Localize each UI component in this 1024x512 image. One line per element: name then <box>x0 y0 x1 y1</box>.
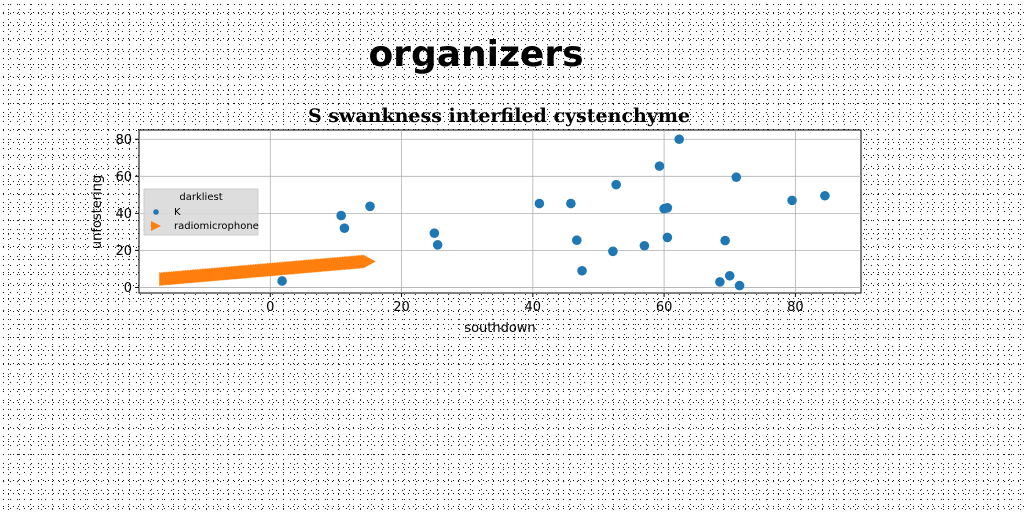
k-point <box>277 276 287 286</box>
y-tick-label: 40 <box>115 207 132 222</box>
page-title: organizers <box>368 34 584 75</box>
x-tick-label: 80 <box>787 300 804 315</box>
k-point <box>674 134 684 145</box>
legend-marker-radiomicrophone <box>151 221 161 231</box>
y-tick-label: 0 <box>124 281 132 296</box>
radiomicrophone-marker <box>362 254 376 269</box>
k-point <box>720 235 730 246</box>
y-axis-label: unfostering <box>90 175 105 249</box>
k-point <box>724 270 735 281</box>
k-point <box>577 265 587 276</box>
k-point <box>571 235 582 246</box>
k-point <box>654 161 665 171</box>
k-point <box>336 210 346 221</box>
x-axis-label: southdown <box>464 321 535 336</box>
k-point <box>534 198 545 209</box>
k-point <box>787 195 797 206</box>
k-point <box>639 240 650 251</box>
legend-label-radiomicrophone: radiomicrophone <box>174 221 259 232</box>
k-point <box>662 202 673 213</box>
y-tick-label: 20 <box>115 244 132 259</box>
y-tick-label: 80 <box>115 133 132 148</box>
legend-label-k: K <box>174 207 181 218</box>
legend-marker-k <box>153 209 159 215</box>
k-point <box>429 228 440 238</box>
x-tick-label: 40 <box>525 300 542 315</box>
y-tick-label: 60 <box>115 170 132 185</box>
k-series <box>277 134 830 291</box>
radiomicrophone-series <box>159 254 376 287</box>
k-point <box>608 246 618 257</box>
x-tick-label: 0 <box>266 300 274 315</box>
chart-title: S swankness interfiled cystenchyme <box>308 105 690 127</box>
k-point <box>662 232 673 243</box>
x-tick-label: 20 <box>393 300 410 315</box>
axis-ticks: 0 20 40 60 80 0 20 40 60 80 <box>115 133 803 315</box>
k-point <box>566 198 576 209</box>
legend: darkliest K radiomicrophone <box>143 188 259 236</box>
legend-title: darkliest <box>179 192 222 203</box>
k-point <box>611 179 621 190</box>
k-point <box>365 201 375 212</box>
legend-box <box>143 188 259 236</box>
k-point <box>734 280 745 291</box>
k-point <box>715 277 725 287</box>
k-point <box>339 223 350 233</box>
k-point <box>820 190 830 201</box>
k-point <box>432 240 443 250</box>
k-point <box>731 172 742 183</box>
x-tick-label: 60 <box>656 300 673 315</box>
